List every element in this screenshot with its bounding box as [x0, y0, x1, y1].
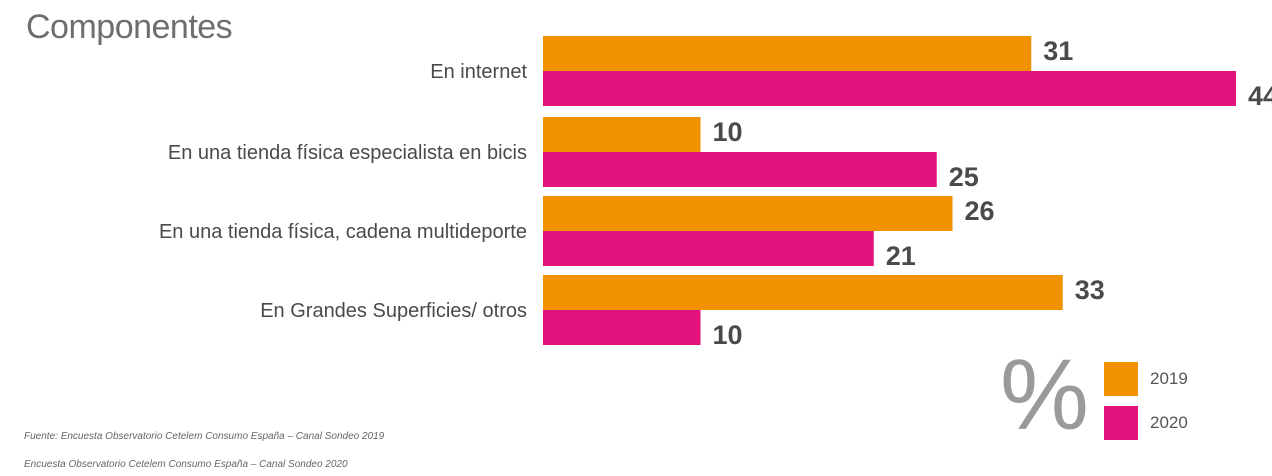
- legend-label-2020: 2020: [1150, 413, 1188, 432]
- value-label-2020: 44: [1248, 81, 1272, 111]
- bar-2020: [543, 310, 701, 345]
- bar-2019: [543, 117, 701, 152]
- value-label-2019: 33: [1075, 275, 1105, 305]
- source-line-1: Fuente: Encuesta Observatorio Cetelem Co…: [24, 431, 385, 442]
- bar-2020: [543, 231, 874, 266]
- value-label-2020: 10: [713, 320, 743, 350]
- bar-2019: [543, 36, 1032, 71]
- category-label: En una tienda física, cadena multideport…: [159, 221, 527, 243]
- value-label-2020: 21: [886, 241, 916, 271]
- value-label-2019: 26: [965, 196, 995, 226]
- legend-item-2019: 2019: [1104, 362, 1188, 396]
- bar-2020: [543, 152, 937, 187]
- value-label-2019: 10: [713, 117, 743, 147]
- legend-item-2020: 2020: [1104, 406, 1188, 440]
- legend-label-2019: 2019: [1150, 369, 1188, 388]
- value-label-2020: 25: [949, 162, 979, 192]
- percent-symbol: %: [1000, 339, 1089, 451]
- bar-2019: [543, 275, 1063, 310]
- bar-2019: [543, 196, 953, 231]
- value-label-2019: 31: [1043, 36, 1073, 66]
- category-label: En una tienda física especialista en bic…: [168, 142, 527, 164]
- legend: 2019 2020: [1104, 362, 1188, 450]
- category-label: En Grandes Superficies/ otros: [260, 300, 527, 322]
- legend-swatch-2019: [1104, 362, 1138, 396]
- category-label: En internet: [430, 61, 527, 83]
- source-line-2: Encuesta Observatorio Cetelem Consumo Es…: [24, 459, 348, 470]
- chart-title: Componentes: [26, 8, 233, 46]
- legend-swatch-2020: [1104, 406, 1138, 440]
- bar-2020: [543, 71, 1236, 106]
